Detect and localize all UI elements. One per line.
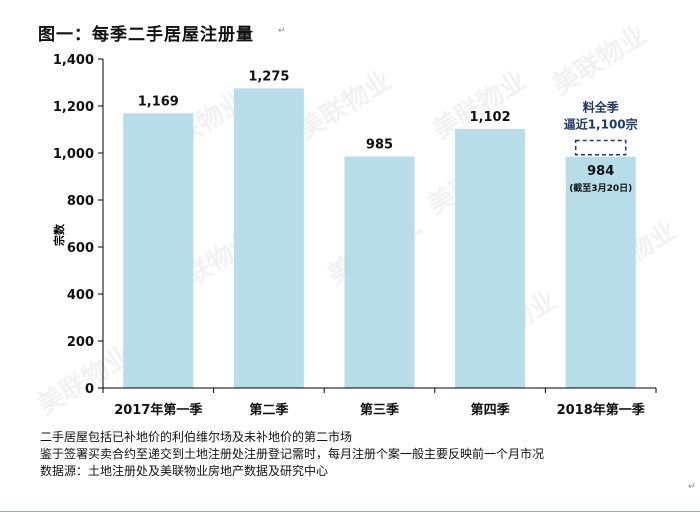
x-tick-label: 第二季 — [249, 402, 288, 418]
projection-box — [574, 139, 627, 156]
data-label-4: 1,102 — [470, 110, 511, 125]
annotation-line-1: 料全季 — [583, 100, 620, 115]
y-tick-label: 400 — [67, 288, 94, 303]
data-label-3: 985 — [366, 138, 393, 153]
y-axis-label: 宗数 — [52, 223, 66, 246]
note-line-1: 二手居屋包括已补地价的利伯维尔场及未补地价的第二市场 — [40, 430, 353, 444]
annotation-line-2: 逼近1,100宗 — [564, 117, 638, 132]
x-axis: 2017年第一季 第二季 第三季 第四季 2018年第一季 — [102, 387, 657, 418]
bar-2 — [233, 88, 304, 388]
y-tick-label: 200 — [67, 335, 94, 350]
page-divider — [0, 511, 700, 512]
bar-5 — [565, 156, 636, 388]
y-tick-label: 600 — [67, 241, 94, 256]
data-labels: 1,169 1,275 985 1,102 — [138, 69, 511, 152]
bar-1 — [123, 113, 194, 388]
note-line-3: 数据源：土地注册处及美联物业房地产数据及研究中心 — [40, 464, 329, 478]
x-tick-label: 第三季 — [360, 402, 399, 418]
x-tick-label: 2017年第一季 — [114, 402, 202, 418]
bar-3 — [344, 156, 415, 388]
y-tick-label: 0 — [85, 382, 94, 397]
notes-block: 二手居屋包括已补地价的利伯维尔场及未补地价的第二市场 鉴于签署买卖合约至递交到土… — [40, 429, 544, 480]
annotation-sub-note: (截至3月20日) — [569, 182, 632, 194]
y-tick-label: 1,200 — [53, 100, 94, 115]
data-label-1: 1,169 — [138, 94, 179, 109]
page-title: 图一：每季二手居屋注册量 — [38, 25, 254, 45]
watermark-text: 美联物业 — [547, 20, 652, 101]
x-tick-label: 第四季 — [471, 402, 510, 418]
paragraph-mark-icon: ↵ — [278, 26, 286, 36]
bar-chart: 美联物业美联物业美联物业美联物业美联物业美联物业美联物业美联物业美联物业美联物业… — [32, 20, 682, 421]
x-tick-label: 2018年第一季 — [557, 402, 645, 418]
paragraph-mark-icon: ↵ — [688, 482, 696, 492]
note-line-2: 鉴于签署买卖合约至递交到土地注册处注册登记需时，每月注册个案一般主要反映前一个月… — [40, 447, 545, 461]
y-tick-label: 800 — [67, 194, 94, 209]
y-axis: 0 200 400 600 800 1,000 1,200 1,400 — [53, 53, 104, 397]
bar-4 — [455, 129, 526, 388]
y-tick-label: 1,000 — [53, 147, 94, 162]
bar-series — [123, 88, 636, 388]
data-label-2: 1,275 — [248, 69, 289, 84]
y-tick-label: 1,400 — [53, 53, 94, 68]
data-label-5: 984 — [587, 164, 614, 179]
watermark-text: 美联物业 — [292, 65, 397, 146]
